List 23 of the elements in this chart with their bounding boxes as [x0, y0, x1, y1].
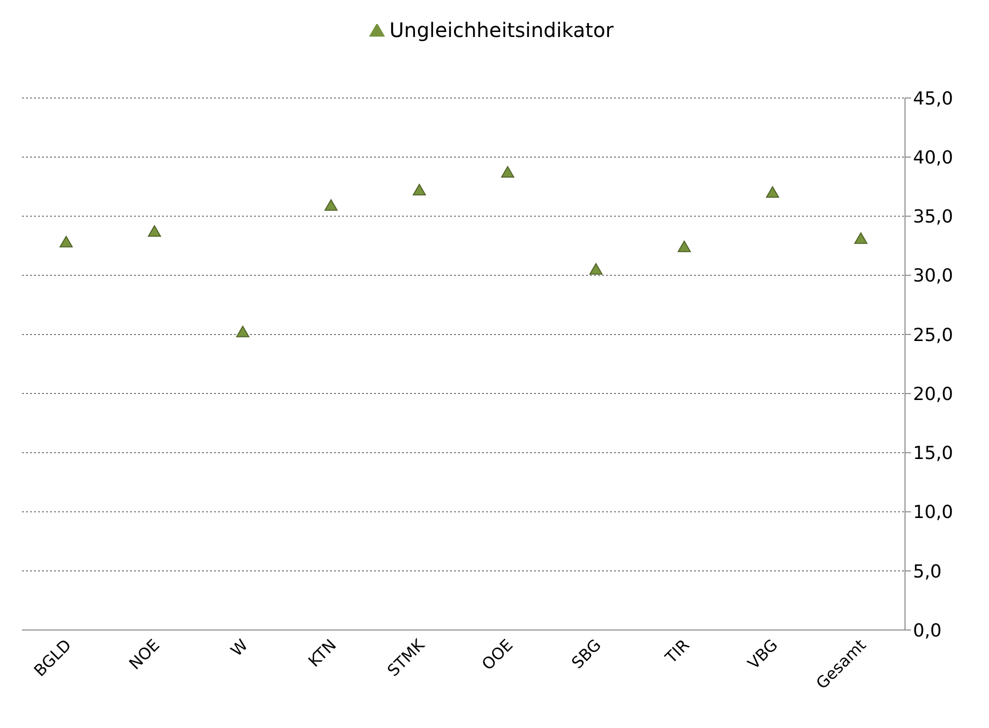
y-tick-label: 10,0	[913, 502, 954, 524]
point	[854, 232, 868, 244]
y-tick-label: 20,0	[913, 384, 954, 405]
y-tick-label: 25,0	[913, 324, 954, 346]
y-tick-label: 40,0	[913, 148, 954, 168]
point	[324, 199, 338, 211]
y-tick-label: 35,0	[913, 206, 954, 228]
y-tick-label: 45,0	[913, 88, 954, 110]
point	[148, 225, 162, 237]
x-tick-label: W	[226, 635, 252, 660]
x-tick-label: TIR	[660, 635, 694, 668]
point	[766, 186, 780, 198]
point	[60, 236, 73, 248]
point	[501, 166, 514, 178]
y-tick-label: 30,0	[913, 266, 954, 287]
y-tick-label: 5,0	[913, 561, 942, 582]
point	[236, 326, 250, 338]
y-tick-label: 0,0	[913, 620, 942, 642]
point	[589, 263, 603, 275]
point	[412, 184, 426, 196]
legend-label: Ungleichheitsindikator	[389, 18, 614, 42]
y-tick-label: 15,0	[913, 443, 954, 464]
point	[678, 240, 691, 252]
